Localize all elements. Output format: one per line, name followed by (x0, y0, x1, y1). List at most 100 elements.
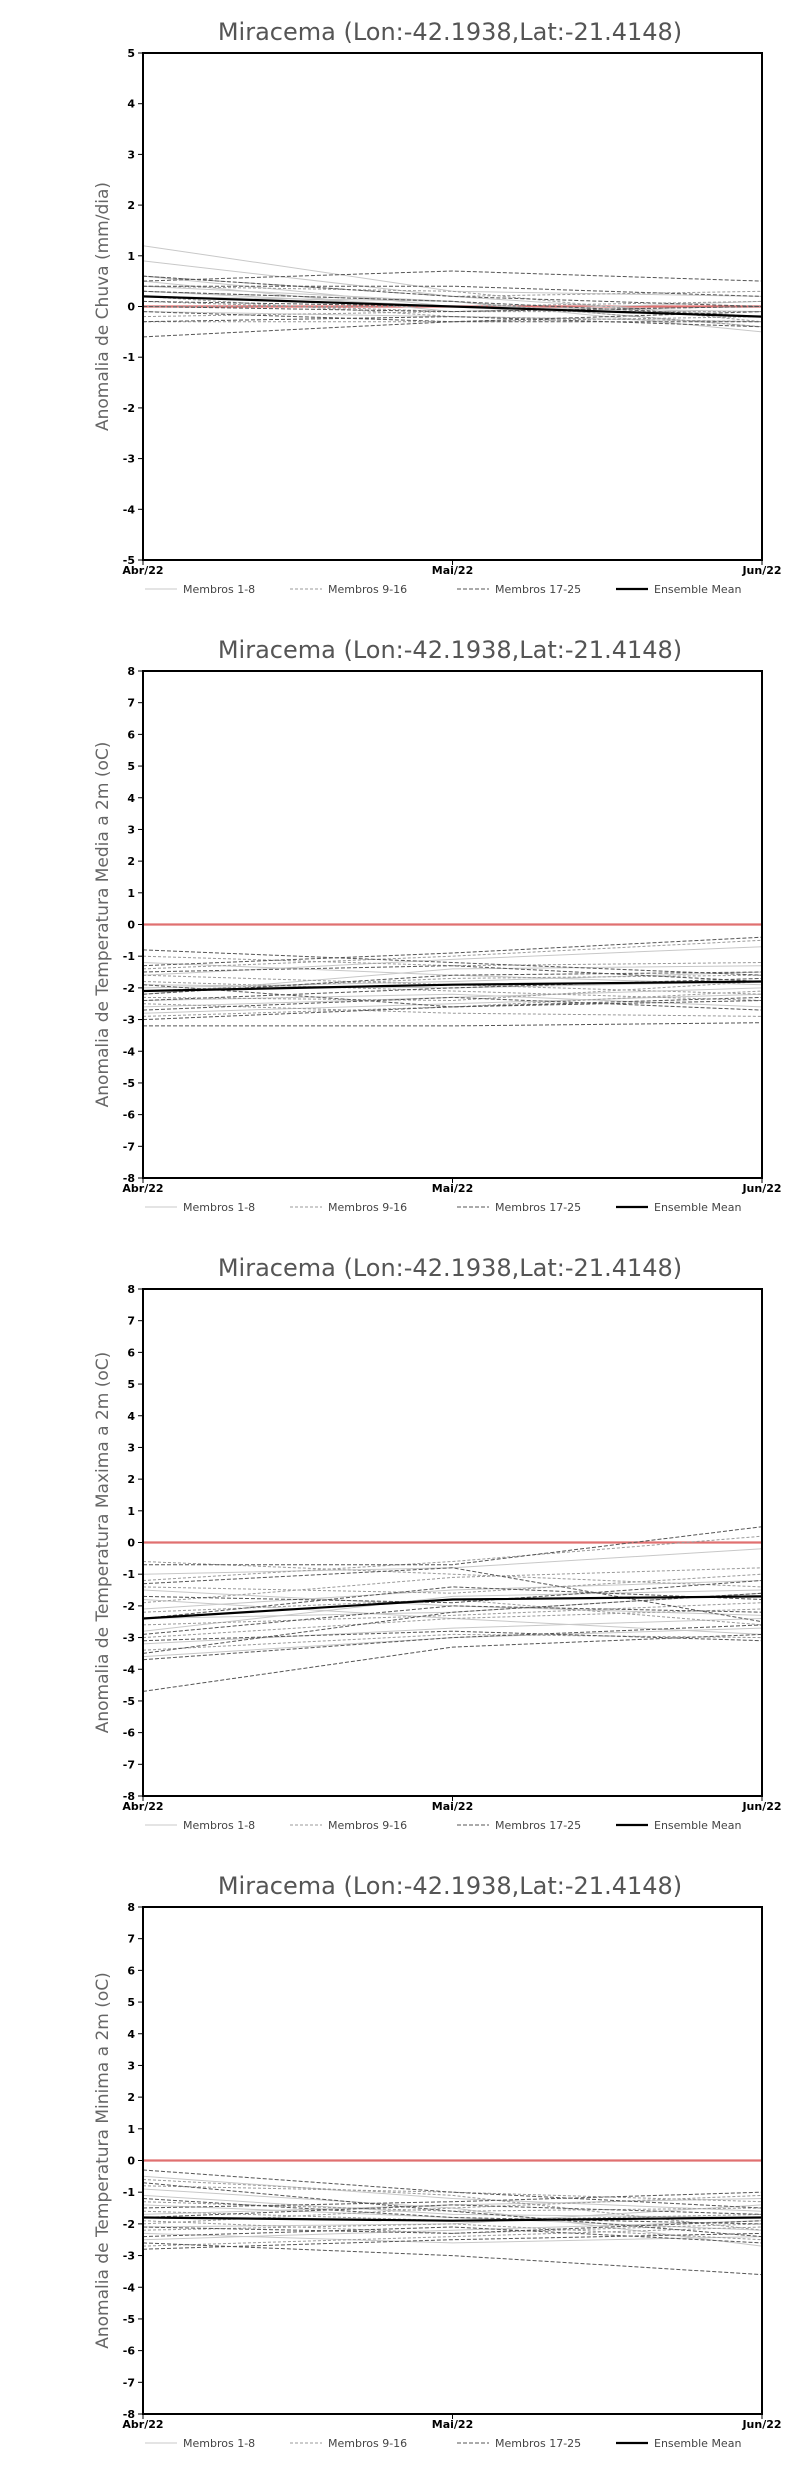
ensemble-mean-line (143, 295, 762, 318)
x-tick-label: Mai/22 (432, 1182, 473, 1195)
member-series-line-g3 (143, 1567, 762, 1623)
y-tick-label: 3 (127, 2059, 135, 2072)
member-series-line-g3 (143, 2198, 762, 2225)
plot-frame (142, 1906, 763, 2415)
y-tick-label: 2 (127, 199, 135, 212)
member-series-line-g2 (143, 981, 762, 1002)
member-series-line-g1 (143, 2204, 762, 2231)
member-series-line-g3 (143, 2204, 762, 2218)
y-tick-label: 8 (127, 665, 135, 678)
member-series-line-g3 (143, 996, 762, 1011)
member-series-line-g2 (143, 939, 762, 970)
y-tick-label: -6 (123, 1109, 136, 1122)
legend-label-1: Membros 1-8 (183, 2437, 255, 2450)
chart-panel-2: Miracema (Lon:-42.1938,Lat:-21.4148) Anom… (93, 636, 782, 1214)
member-series-line-g3 (143, 1022, 762, 1027)
member-series-line-g2 (143, 1003, 762, 1017)
member-series-line-g1 (143, 1627, 762, 1658)
legend-label-4: Ensemble Mean (654, 583, 741, 596)
member-series-line-g3 (143, 2220, 762, 2234)
y-tick-label: -5 (123, 1695, 135, 1708)
member-series-line-g2 (143, 275, 762, 297)
member-series-line-g2 (143, 981, 762, 1001)
y-axis-label: Anomalia de Temperatura Minima a 2m (oC) (93, 1972, 113, 2349)
series-group (143, 923, 762, 1027)
y-tick-label: 3 (127, 1441, 135, 1454)
member-series-line-g3 (143, 1633, 762, 1692)
chart-title: Miracema (Lon:-42.1938,Lat:-21.4148) (218, 18, 682, 46)
member-series-line-g2 (143, 1633, 762, 1651)
y-tick-label: -4 (123, 2281, 136, 2294)
member-series-line-g3 (143, 2169, 762, 2209)
series-group (143, 1526, 762, 1692)
member-series-line-g3 (143, 1630, 762, 1642)
legend-label-3: Membros 17-25 (495, 1819, 581, 1832)
y-tick-label: 3 (127, 148, 135, 161)
chart-title: Miracema (Lon:-42.1938,Lat:-21.4148) (218, 1254, 682, 1282)
y-tick-label: 6 (127, 1346, 135, 1359)
legend-label-3: Membros 17-25 (495, 1201, 581, 1214)
member-series-line-g2 (143, 2185, 762, 2203)
y-tick-label: -1 (123, 2186, 135, 2199)
y-tick-label: 7 (127, 1933, 135, 1946)
y-tick-label: -7 (123, 1140, 135, 1153)
member-series-line-g1 (143, 946, 762, 976)
member-series-line-g2 (143, 2194, 762, 2225)
member-series-line-g2 (143, 1561, 762, 1588)
legend-label-2: Membros 9-16 (328, 2437, 407, 2450)
y-tick-label: 4 (127, 98, 135, 111)
member-series-line-g1 (143, 245, 762, 297)
x-tick-label: Abr/22 (122, 1182, 163, 1195)
x-tick-label: Mai/22 (432, 1800, 473, 1813)
member-series-line-g1 (143, 1589, 762, 1632)
member-series-line-g3 (143, 1580, 762, 1604)
y-tick-label: -5 (123, 2313, 135, 2326)
legend-label-1: Membros 1-8 (183, 583, 255, 596)
member-series-line-g1 (143, 965, 762, 995)
y-axis-label: Anomalia de Chuva (mm/dia) (93, 182, 113, 431)
y-tick-label: 0 (127, 2155, 135, 2168)
y-tick-label: -2 (123, 1600, 135, 1613)
y-tick-label: -8 (123, 1790, 135, 1803)
member-series-line-g3 (143, 1586, 762, 1619)
member-series-line-g3 (143, 949, 762, 976)
y-tick-label: -5 (123, 1077, 135, 1090)
member-series-line-g3 (143, 965, 762, 982)
legend-label-1: Membros 1-8 (183, 1201, 255, 1214)
y-tick-label: 3 (127, 823, 135, 836)
y-tick-label: -2 (123, 402, 135, 415)
member-series-line-g3 (143, 2226, 762, 2244)
y-tick-label: 8 (127, 1283, 135, 1296)
y-tick-label: -2 (123, 982, 135, 995)
legend-label-4: Ensemble Mean (654, 1819, 741, 1832)
y-tick-label: -4 (123, 1663, 136, 1676)
y-tick-label: -1 (123, 1568, 135, 1581)
legend-label-1: Membros 1-8 (183, 1819, 255, 1832)
y-tick-label: 2 (127, 855, 135, 868)
y-tick-label: 1 (127, 1505, 135, 1518)
member-series-line-g2 (143, 2226, 762, 2247)
member-series-line-g1 (143, 2232, 762, 2244)
y-tick-label: -6 (123, 1727, 136, 1740)
y-tick-label: 7 (127, 1315, 135, 1328)
member-series-line-g3 (143, 306, 762, 313)
member-series-line-g2 (143, 974, 762, 995)
x-tick-label: Jun/22 (741, 2418, 781, 2431)
y-tick-label: -4 (123, 1045, 136, 1058)
y-tick-label: 0 (127, 1537, 135, 1550)
member-series-line-g3 (143, 936, 762, 967)
member-series-line-g1 (143, 1618, 762, 1645)
member-series-line-g3 (143, 996, 762, 1021)
chart-panel-4: Miracema (Lon:-42.1938,Lat:-21.4148) Anom… (93, 1872, 782, 2450)
legend-label-3: Membros 17-25 (495, 583, 581, 596)
member-series-line-g3 (143, 2191, 762, 2209)
member-series-line-g3 (143, 316, 762, 328)
chart-panel-1: Miracema (Lon:-42.1938,Lat:-21.4148) Anom… (93, 18, 782, 596)
y-tick-label: 8 (127, 1901, 135, 1914)
x-tick-label: Abr/22 (122, 564, 163, 577)
member-series-line-g2 (143, 1535, 762, 1581)
member-series-line-g3 (143, 1624, 762, 1661)
member-series-line-g2 (143, 1573, 762, 1594)
x-tick-label: Jun/22 (741, 1182, 781, 1195)
legend-label-4: Ensemble Mean (654, 1201, 741, 1214)
